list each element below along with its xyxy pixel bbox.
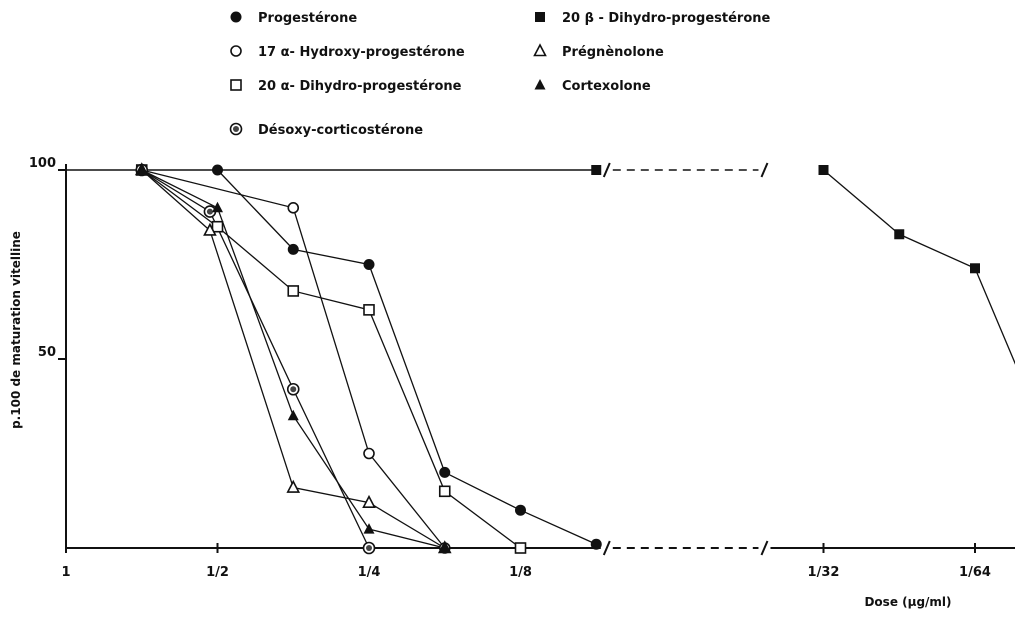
series-3-point <box>363 304 375 316</box>
series-7-point <box>212 201 223 213</box>
series-7-point <box>287 409 299 421</box>
axis-break-mark <box>602 540 611 556</box>
series-6-point <box>286 479 301 493</box>
legend-label: Prégnènolone <box>562 45 664 60</box>
series-5-point <box>894 229 905 240</box>
series-3-point <box>514 542 527 554</box>
series-7-point <box>363 523 375 534</box>
series-3-line <box>141 169 521 549</box>
axis-break-marks <box>602 162 769 556</box>
series-markers <box>134 162 980 555</box>
series-2-point <box>363 447 375 460</box>
x-axis-title: Dose (µg/ml) <box>864 595 951 609</box>
y-tick-label: 50 <box>38 345 56 360</box>
x-tick-label: 1/32 <box>808 565 840 580</box>
series-4-line <box>141 169 370 549</box>
series-1-point <box>363 259 375 270</box>
series-lines <box>141 169 1015 549</box>
legend-label: Désoxy-corticostérone <box>258 123 423 138</box>
legend-marker <box>535 12 545 22</box>
series-2-line <box>141 169 446 549</box>
legend-item: 20 α- Dihydro-progestérone <box>230 79 462 94</box>
series-3-point <box>287 285 300 297</box>
series-7-point <box>439 542 451 553</box>
legend-marker <box>230 11 242 23</box>
legend-item: 20 β - Dihydro-progestérone <box>535 11 771 26</box>
legend-label: Progestérone <box>258 11 357 26</box>
legend-item: Prégnènolone <box>533 43 664 60</box>
series-3-point <box>211 220 224 233</box>
legend-item: 17 α- Hydroxy-progestérone <box>230 45 465 60</box>
series-2-point <box>287 202 300 214</box>
legend-label: 20 α- Dihydro-progestérone <box>258 79 462 94</box>
series-5-point <box>591 165 602 175</box>
series-6-point <box>203 222 217 236</box>
series-4-point <box>362 541 376 555</box>
y-tick-label: 100 <box>29 156 56 171</box>
legend-marker <box>229 122 243 136</box>
series-5-line <box>823 169 1015 365</box>
legend-item: Progestérone <box>230 11 357 26</box>
y-axis-title: p.100 de maturation vitelline <box>9 231 23 429</box>
axis-break-mark <box>602 162 611 178</box>
series-4-point <box>203 205 217 218</box>
series-3-point <box>438 485 451 498</box>
series-1-line <box>217 169 597 545</box>
y-ticks: 50 100 <box>29 156 66 360</box>
series-1-point <box>439 466 451 478</box>
axes: 1 1/2 1/4 1/8 1/32 1/64 50 100 <box>29 156 1015 580</box>
series-1-point <box>515 504 526 516</box>
series-7-point <box>136 164 148 175</box>
legend-label: Cortexolone <box>562 79 651 94</box>
legend: Progestérone 17 α- Hydroxy-progestérone 20… <box>229 11 771 138</box>
series-5-point <box>818 165 829 175</box>
series-4-point <box>286 382 300 396</box>
series-1-point <box>590 538 602 550</box>
axis-break-mark <box>760 162 769 178</box>
legend-label: 17 α- Hydroxy-progestérone <box>258 45 465 60</box>
legend-item: Désoxy-corticostérone <box>229 122 423 138</box>
x-tick-label: 1/4 <box>358 565 381 580</box>
legend-marker <box>230 45 242 57</box>
series-5-point <box>970 263 980 274</box>
series-1-point <box>212 164 223 176</box>
legend-marker <box>533 43 547 57</box>
legend-item: Cortexolone <box>534 79 651 94</box>
legend-marker <box>534 79 546 90</box>
legend-label: 20 β - Dihydro-progestérone <box>562 11 771 26</box>
legend-marker <box>230 79 242 91</box>
series-6-point <box>362 494 376 508</box>
x-tick-label: 1/8 <box>509 565 532 580</box>
x-tick-label: 1/64 <box>959 565 991 580</box>
x-tick-label: 1 <box>61 565 70 580</box>
x-tick-label: 1/2 <box>206 565 229 580</box>
axis-break-mark <box>760 540 769 556</box>
series-1-point <box>287 243 299 255</box>
